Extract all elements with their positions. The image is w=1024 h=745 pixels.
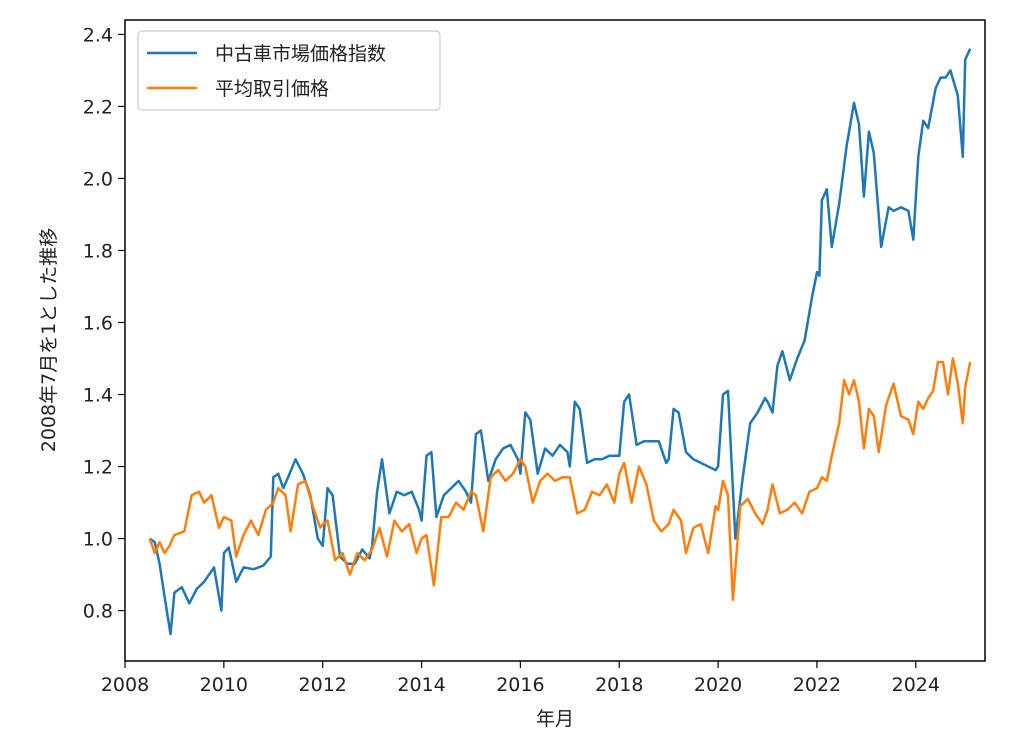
y-tick-label: 1.4 xyxy=(83,385,113,407)
legend-box xyxy=(137,30,441,111)
y-tick-label: 0.8 xyxy=(83,601,113,623)
y-tick-label: 1.0 xyxy=(83,529,113,551)
y-axis: 0.8 1.0 1.2 1.4 1.6 1.8 2.0 2.2 2.4 xyxy=(83,24,125,623)
plot-frame xyxy=(124,19,986,662)
y-tick-label: 2.2 xyxy=(83,96,113,118)
y-tick-label: 1.6 xyxy=(83,312,113,334)
x-tick-label: 2008 xyxy=(101,674,149,696)
x-tick-label: 2020 xyxy=(694,674,742,696)
x-tick-label: 2014 xyxy=(397,674,445,696)
y-tick-label: 1.8 xyxy=(83,240,113,262)
y-tick-label: 2.4 xyxy=(83,24,113,46)
x-tick-label: 2024 xyxy=(892,674,940,696)
legend-label-used-car-index: 中古車市場価格指数 xyxy=(215,43,386,65)
x-tick-label: 2010 xyxy=(200,674,248,696)
y-axis-title: 2008年7月を1とした推移 xyxy=(38,228,60,453)
series-line-1 xyxy=(148,357,972,602)
legend-label-average-price: 平均取引価格 xyxy=(215,78,329,100)
y-tick-label: 2.0 xyxy=(83,168,113,190)
x-axis: 2008 2010 2012 2014 2016 2018 2020 2022 2024 xyxy=(101,661,940,696)
x-tick-label: 2018 xyxy=(595,674,643,696)
x-tick-label: 2022 xyxy=(793,674,841,696)
series-line-0 xyxy=(148,48,972,636)
x-tick-label: 2016 xyxy=(496,674,544,696)
legend: 中古車市場価格指数 平均取引価格 xyxy=(137,30,441,111)
y-tick-label: 1.2 xyxy=(83,457,113,479)
x-axis-title: 年月 xyxy=(536,708,574,730)
x-tick-label: 2012 xyxy=(299,674,347,696)
series-layer xyxy=(148,48,972,636)
